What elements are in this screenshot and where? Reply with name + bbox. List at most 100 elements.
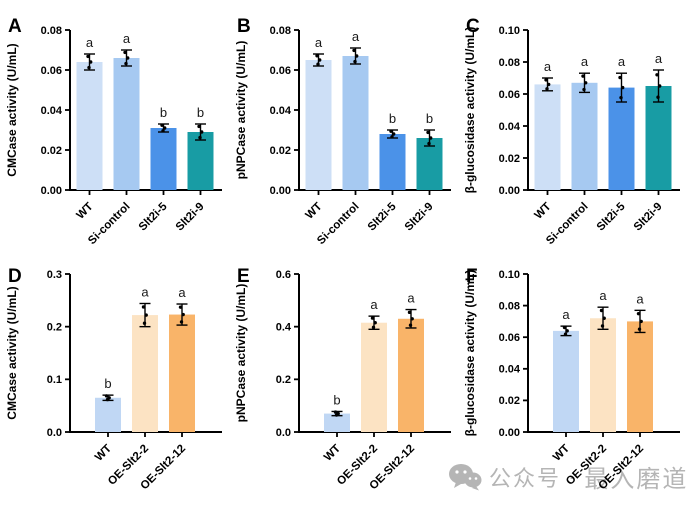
bar: [553, 330, 579, 432]
y-tick-label: 0.06: [41, 65, 62, 77]
bar: [645, 86, 672, 190]
data-point: [619, 95, 623, 100]
panel-e: E 0.0 0.2 0.4 0.6 pNPCase activity (U/mL) b WT…: [229, 254, 458, 504]
watermark-account: 最入磨道: [584, 466, 689, 493]
y-tick-label: 0.0: [47, 427, 62, 439]
data-point: [565, 329, 569, 333]
y-tick-label: 0.10: [499, 25, 520, 37]
data-point: [582, 87, 586, 92]
bar-chart-bglucosidase-silencing: 0.00 0.02 0.04 0.06 0.08 0.10 β-glucosidase ac…: [463, 25, 680, 247]
x-tick-label: WT: [74, 201, 95, 222]
bar: [590, 318, 616, 432]
data-point: [581, 74, 585, 78]
data-point: [656, 95, 660, 99]
bar-chart-pnpcase-silencing: 0.00 0.02 0.04 0.06 0.08 pNPCase activity (U/…: [234, 25, 451, 247]
panel-c: C 0.00 0.02 0.04 0.06 0.08 0.10 β-glucosidase …: [458, 4, 687, 254]
significance-letter: a: [599, 288, 607, 303]
x-tick-label: Slt2i-9: [174, 201, 207, 234]
y-tick-label: 0.04: [499, 364, 521, 376]
x-tick-label: Slt2i-5: [595, 200, 628, 233]
bar: [571, 82, 598, 190]
panel-d: D 0.0 0.1 0.2 0.3 CMCase activity (U/mL) b WT a…: [0, 254, 229, 504]
data-point: [200, 130, 204, 134]
data-point: [124, 61, 128, 66]
panel-letter-a: A: [8, 16, 22, 37]
data-point: [658, 84, 662, 88]
y-axis-title: CMCase activity (U/mL): [5, 286, 19, 419]
significance-letter: a: [581, 54, 589, 69]
y-tick-label: 0.06: [499, 89, 520, 101]
data-point: [178, 305, 183, 309]
bar: [169, 314, 195, 432]
x-tick-label: Slt2i-5: [366, 200, 399, 233]
y-tick-label: 0.1: [47, 374, 62, 386]
bar: [305, 60, 332, 190]
y-tick-label: 0.00: [499, 185, 520, 197]
y-tick-label: 0.02: [270, 145, 291, 157]
significance-letter: b: [333, 392, 340, 407]
y-tick-label: 0.08: [499, 57, 520, 69]
y-axis-title: β-glucosidase activity (U/mL): [463, 27, 477, 194]
data-point: [352, 48, 356, 53]
data-point: [371, 325, 376, 330]
bar: [76, 62, 103, 190]
y-tick-label: 0.04: [41, 105, 63, 117]
data-point: [179, 320, 184, 324]
bar: [627, 321, 653, 432]
data-point: [547, 82, 551, 87]
data-point: [426, 130, 430, 135]
y-tick-label: 0.6: [276, 269, 291, 281]
data-point: [410, 317, 414, 321]
x-tick-label: WT: [93, 443, 114, 464]
data-point: [104, 394, 109, 398]
bar: [95, 397, 121, 432]
significance-letter: a: [562, 307, 570, 322]
panel-letter-c: C: [466, 16, 480, 37]
y-tick-label: 0.00: [270, 185, 291, 197]
y-axis-title: β-glucosidase activity (U/mL): [463, 270, 477, 437]
significance-letter: a: [636, 291, 644, 306]
y-tick-label: 0.2: [47, 321, 62, 333]
data-point: [637, 327, 642, 331]
data-point: [141, 305, 146, 309]
y-tick-label: 0.02: [41, 145, 62, 157]
data-point: [429, 136, 433, 140]
x-tick-label: Slt2i-9: [632, 201, 665, 234]
data-point: [599, 308, 604, 313]
data-point: [126, 56, 130, 60]
data-point: [389, 129, 393, 133]
bar: [534, 84, 561, 190]
data-point: [160, 123, 164, 127]
y-tick-label: 0.08: [499, 300, 520, 312]
data-point: [544, 78, 548, 82]
data-point: [333, 410, 338, 414]
y-tick-label: 0.00: [41, 185, 62, 197]
data-point: [390, 135, 394, 139]
data-point: [392, 132, 396, 136]
data-point: [427, 141, 431, 146]
significance-letter: a: [370, 297, 378, 312]
data-point: [600, 324, 605, 328]
data-point: [123, 50, 127, 55]
y-tick-label: 0.4: [276, 321, 292, 333]
significance-letter: a: [544, 59, 552, 74]
data-point: [373, 321, 377, 325]
data-point: [353, 59, 357, 64]
data-point: [197, 124, 201, 129]
significance-letter: a: [123, 31, 131, 46]
x-tick-label: WT: [532, 201, 553, 222]
panel-letter-b: B: [237, 16, 251, 37]
bar: [132, 315, 158, 432]
data-point: [315, 54, 319, 58]
bar: [361, 322, 387, 432]
panel-b: B 0.00 0.02 0.04 0.06 0.08 pNPCase activity (…: [229, 4, 458, 254]
x-tick-label: WT: [303, 201, 324, 222]
data-point: [584, 81, 588, 85]
x-tick-label: WT: [551, 443, 572, 464]
y-axis-title: pNPCase activity (U/mL): [234, 284, 248, 423]
bar: [398, 318, 424, 432]
data-point: [89, 60, 93, 64]
significance-letter: b: [197, 105, 204, 120]
data-point: [144, 313, 148, 317]
